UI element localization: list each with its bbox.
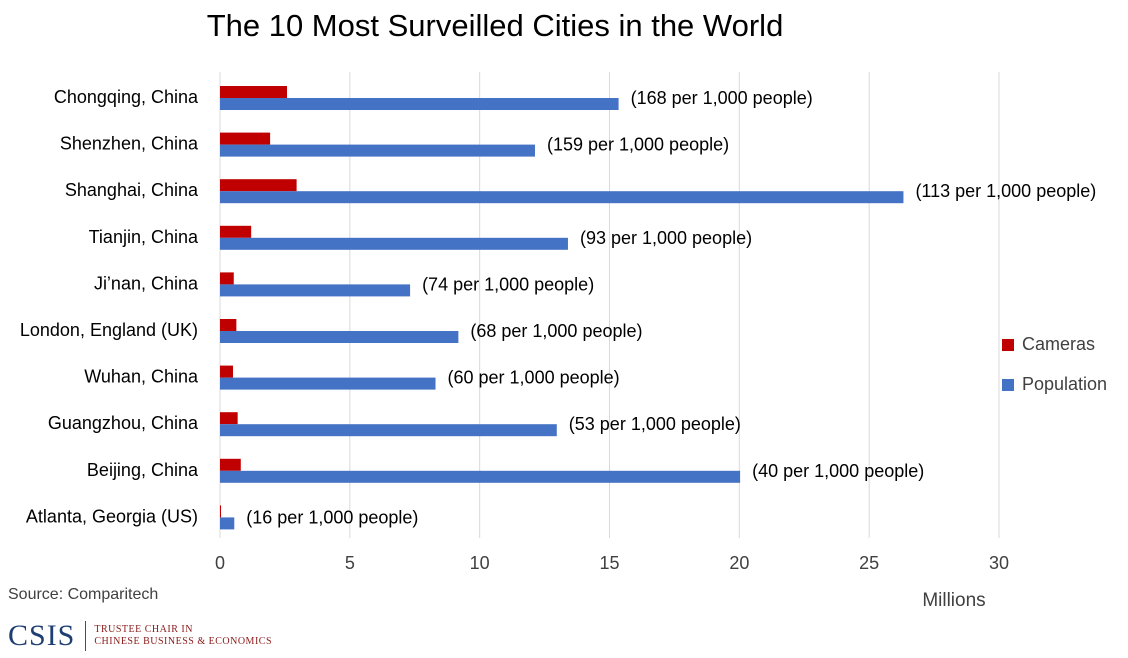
bar-cameras-wuhan-china — [220, 365, 233, 378]
y-category-label-shenzhen-china: Shenzhen, China — [60, 134, 199, 154]
legend-label-population: Population — [1022, 374, 1108, 394]
bar-cameras-chongqing-china — [220, 86, 287, 98]
data-label-london-england-uk: (68 per 1,000 people) — [470, 321, 642, 341]
logo-divider — [85, 621, 87, 651]
source-note: Source: Comparitech — [8, 586, 159, 603]
bar-population-shanghai-china — [220, 191, 904, 204]
legend-item-population: Population — [1002, 374, 1107, 395]
logo-wordmark: CSIS — [8, 619, 76, 652]
x-tick-label-0: 0 — [215, 553, 225, 573]
bar-cameras-tianjin-china — [220, 225, 252, 238]
data-label-shanghai-china: (113 per 1,000 people) — [915, 181, 1096, 201]
logo-subtitle-line1: TRUSTEE CHAIR IN — [94, 624, 193, 635]
logo-subtitle-line2: CHINESE BUSINESS & ECONOMICS — [94, 636, 273, 647]
data-label-ji-nan-china: (74 per 1,000 people) — [422, 274, 594, 294]
data-label-atlanta-georgia-us: (16 per 1,000 people) — [246, 507, 418, 527]
y-category-label-guangzhou-china: Guangzhou, China — [48, 413, 199, 433]
legend-swatch-cameras — [1002, 339, 1014, 352]
bar-population-tianjin-china — [220, 237, 568, 250]
data-label-guangzhou-china: (53 per 1,000 people) — [569, 414, 741, 434]
x-tick-label-15: 15 — [599, 553, 619, 573]
data-label-tianjin-china: (93 per 1,000 people) — [580, 228, 752, 248]
y-category-label-shanghai-china: Shanghai, China — [65, 180, 199, 200]
logo-subtitle: TRUSTEE CHAIR IN CHINESE BUSINESS & ECON… — [94, 624, 272, 648]
x-tick-label-10: 10 — [470, 553, 490, 573]
bar-population-shenzhen-china — [220, 144, 535, 157]
bar-cameras-shenzhen-china — [220, 132, 271, 145]
y-category-label-beijing-china: Beijing, China — [87, 460, 199, 480]
data-label-beijing-china: (40 per 1,000 people) — [752, 461, 924, 481]
data-label-wuhan-china: (60 per 1,000 people) — [448, 368, 620, 388]
legend-swatch-population — [1002, 379, 1014, 392]
x-tick-label-25: 25 — [859, 553, 879, 573]
bar-cameras-ji-nan-china — [220, 272, 234, 285]
y-category-label-chongqing-china: Chongqing, China — [54, 87, 199, 107]
y-category-label-london-england-uk: London, England (UK) — [20, 320, 198, 340]
y-category-label-wuhan-china: Wuhan, China — [84, 367, 199, 387]
legend-label-cameras: Cameras — [1022, 334, 1096, 354]
x-axis-label: Millions — [922, 590, 985, 611]
bar-population-beijing-china — [220, 470, 741, 483]
bar-population-chongqing-china — [220, 98, 619, 110]
x-tick-label-30: 30 — [989, 553, 1009, 573]
chart-title: The 10 Most Surveilled Cities in the Wor… — [206, 8, 784, 43]
x-tick-label-20: 20 — [729, 553, 749, 573]
x-tick-label-5: 5 — [345, 553, 355, 573]
data-label-shenzhen-china: (159 per 1,000 people) — [547, 135, 729, 155]
y-category-label-ji-nan-china: Ji’nan, China — [94, 273, 199, 293]
legend-item-cameras: Cameras — [1002, 334, 1095, 355]
bar-population-ji-nan-china — [220, 284, 411, 297]
bar-population-atlanta-georgia-us — [220, 517, 235, 530]
bar-cameras-guangzhou-china — [220, 412, 238, 425]
bar-cameras-atlanta-georgia-us — [220, 505, 221, 518]
bar-population-guangzhou-china — [220, 424, 557, 437]
csis-logo: CSIS TRUSTEE CHAIR IN CHINESE BUSINESS &… — [8, 618, 272, 654]
bar-cameras-shanghai-china — [220, 179, 297, 192]
bar-cameras-beijing-china — [220, 458, 241, 471]
bar-population-london-england-uk — [220, 331, 459, 343]
bar-population-wuhan-china — [220, 377, 436, 390]
data-label-chongqing-china: (168 per 1,000 people) — [631, 88, 813, 108]
y-category-label-atlanta-georgia-us: Atlanta, Georgia (US) — [26, 506, 198, 526]
y-category-label-tianjin-china: Tianjin, China — [89, 227, 199, 247]
bar-cameras-london-england-uk — [220, 319, 237, 331]
